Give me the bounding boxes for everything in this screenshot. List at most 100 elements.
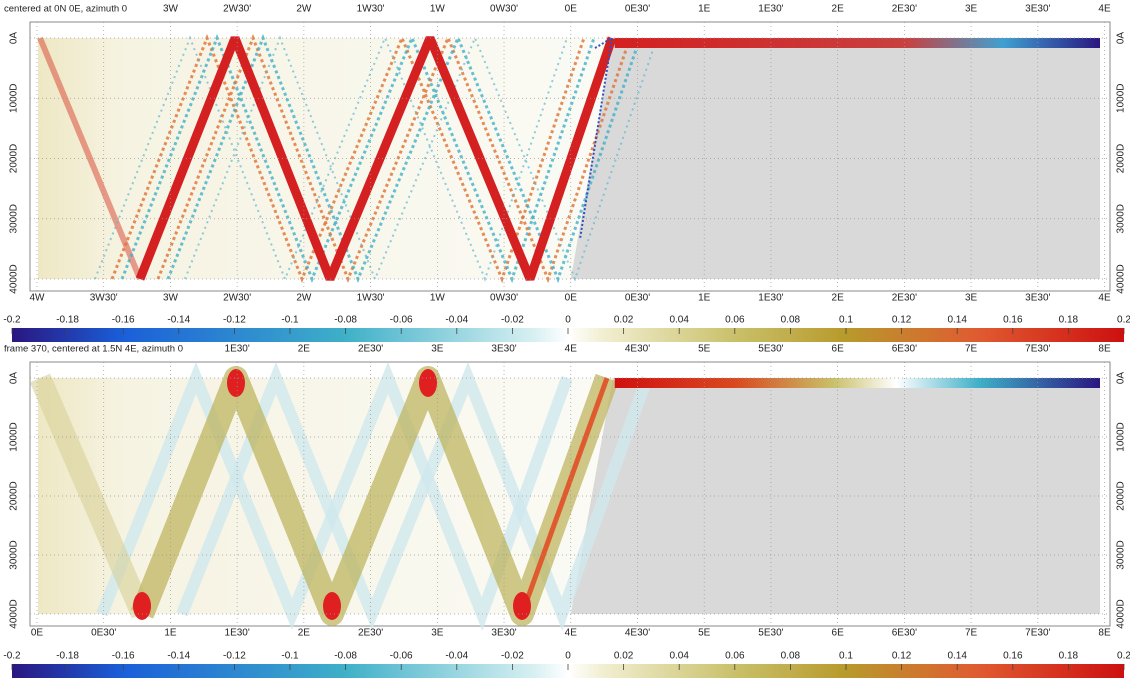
colorbar-label: -0.06 — [390, 315, 413, 326]
bottom-axis-label: 3E30' — [491, 628, 516, 639]
depth-label: 1000D — [1116, 422, 1127, 451]
colorbar-label: -0.12 — [223, 315, 246, 326]
colorbar-label: -0.06 — [390, 651, 413, 662]
top-axis-label: 1W — [430, 4, 446, 15]
top-axis-label: 3W — [163, 4, 179, 15]
depth-label: 0A — [1116, 372, 1127, 385]
bottom-axis-label: 4E30' — [625, 628, 650, 639]
bottom-axis-label: 2E — [298, 628, 311, 639]
colorbar-label: 0.06 — [725, 651, 745, 662]
colorbar-label: -0.12 — [223, 651, 246, 662]
bottom-axis-label: 1E30' — [225, 628, 250, 639]
depth-label: 3000D — [1116, 540, 1127, 569]
colorbar-label: 0.2 — [1117, 651, 1130, 662]
bottom-axis-label: 4W — [30, 293, 46, 304]
top-axis-label: 3E30' — [1025, 4, 1050, 15]
wave-core — [519, 377, 610, 615]
bottom-axis-label: 1E — [164, 628, 177, 639]
wave-peak — [323, 592, 341, 620]
depth-label: 4000D — [1116, 599, 1127, 628]
top-axis-label: 7E30' — [1025, 344, 1050, 355]
depth-label: 1000D — [9, 84, 20, 113]
wave-front — [135, 36, 617, 281]
colorbar-label: -0.2 — [3, 315, 21, 326]
depth-label: 4000D — [1116, 264, 1127, 293]
colorbar-label: -0.02 — [501, 315, 524, 326]
depth-label: 2000D — [9, 481, 20, 510]
wave-peak — [227, 369, 245, 397]
land-mask — [570, 378, 1100, 614]
colorbar-label: -0.1 — [281, 651, 299, 662]
depth-label: 2000D — [9, 144, 20, 173]
top-axis-label: 1W30' — [357, 4, 385, 15]
top-axis-label: 0E — [565, 4, 578, 15]
colorbar-label: 0.1 — [839, 651, 853, 662]
section-image — [37, 33, 1100, 284]
bottom-axis-label: 0E — [31, 628, 44, 639]
bottom-axis-label: 3E30' — [1025, 293, 1050, 304]
top-axis-label: 4E — [1098, 4, 1111, 15]
depth-label: 0A — [9, 372, 20, 385]
land-mask — [570, 38, 1100, 279]
colorbar-label: 0.16 — [1003, 315, 1023, 326]
surface-strip — [614, 38, 1100, 48]
depth-label: 3000D — [9, 540, 20, 569]
colorbar-label: -0.08 — [334, 651, 357, 662]
colorbar-label: -0.18 — [56, 651, 79, 662]
colorbar-label: 0.04 — [669, 651, 689, 662]
colorbar-label: 0.08 — [781, 651, 801, 662]
colorbar-label: 0.14 — [947, 315, 967, 326]
wave-peak — [419, 369, 437, 397]
bottom-axis-label: 1W30' — [357, 293, 385, 304]
top-axis-label: 2E30' — [892, 4, 917, 15]
top-axis-label: 8E — [1098, 344, 1111, 355]
colorbar-label: 0.18 — [1059, 651, 1079, 662]
bottom-axis-label: 4E — [565, 628, 578, 639]
bottom-axis-label: 7E30' — [1025, 628, 1050, 639]
depth-label: 4000D — [9, 264, 20, 293]
colorbar-label: 0 — [565, 651, 571, 662]
colorbar-label: -0.18 — [56, 315, 79, 326]
bottom-axis-label: 0E — [565, 293, 578, 304]
colorbar-label: -0.02 — [501, 651, 524, 662]
bottom-axis-label: 2W — [296, 293, 312, 304]
bottom-axis-label: 0W30' — [490, 293, 518, 304]
surface-strip — [614, 378, 1100, 388]
colorbar-label: 0 — [565, 315, 571, 326]
section-image — [29, 361, 1100, 631]
bottom-axis-label: 2E — [832, 293, 845, 304]
colorbar-label: 0.02 — [614, 651, 634, 662]
depth-label: 2000D — [1116, 481, 1127, 510]
depth-label: 1000D — [9, 422, 20, 451]
bottom-axis-label: 3E — [965, 293, 978, 304]
colorbar-label: 0.14 — [947, 651, 967, 662]
colorbar-label: -0.04 — [445, 315, 468, 326]
bottom-axis-label: 3E — [431, 628, 444, 639]
depth-label: 2000D — [1116, 144, 1127, 173]
colorbar-label: -0.2 — [3, 651, 21, 662]
bottom-axis-label: 2E30' — [358, 628, 383, 639]
colorbar-label: -0.04 — [445, 651, 468, 662]
top-axis-label: 5E — [698, 344, 711, 355]
colorbar-label: 0.04 — [669, 315, 689, 326]
top-axis-label: 3E — [965, 4, 978, 15]
top-axis-label: 1E30' — [225, 344, 250, 355]
colorbar-label: 0.12 — [892, 651, 912, 662]
colorbar-label: -0.14 — [167, 315, 190, 326]
colorbar-label: -0.16 — [112, 651, 135, 662]
bottom-axis-label: 6E30' — [892, 628, 917, 639]
depth-label: 0A — [9, 32, 20, 45]
bottom-axis-label: 3W30' — [90, 293, 118, 304]
bottom-axis-label: 1E30' — [758, 293, 783, 304]
top-axis-label: 4E — [565, 344, 578, 355]
top-axis-label: 0W30' — [490, 4, 518, 15]
bottom-axis-label: 0E30' — [91, 628, 116, 639]
depth-label: 1000D — [1116, 84, 1127, 113]
wave-peak — [133, 592, 151, 620]
depth-label: 0A — [1116, 32, 1127, 45]
colorbar-label: -0.14 — [167, 651, 190, 662]
wave-peak — [513, 592, 531, 620]
depth-label: 4000D — [9, 599, 20, 628]
colorbar-label: -0.08 — [334, 315, 357, 326]
